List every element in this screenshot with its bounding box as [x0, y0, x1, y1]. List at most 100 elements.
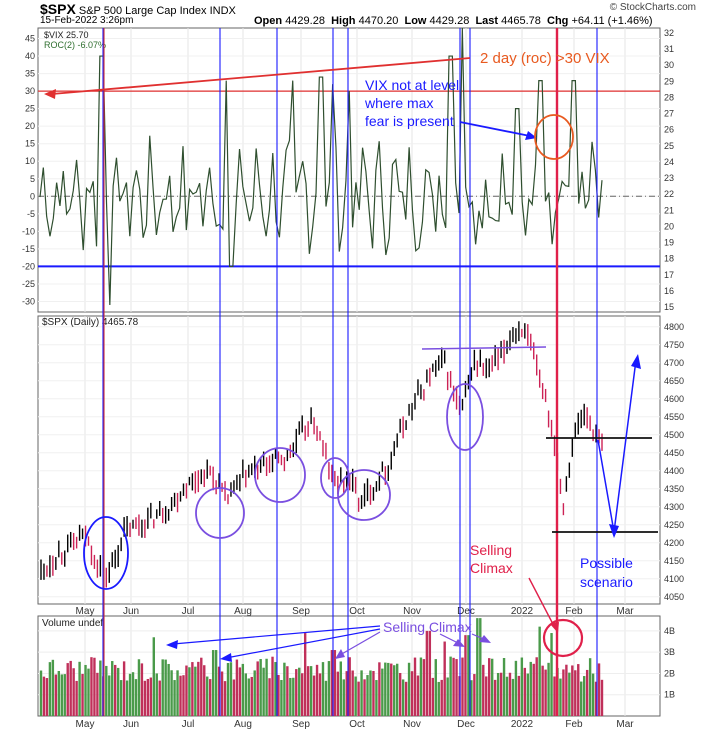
roc-left-tick: -25: [22, 279, 35, 289]
annotation-volume-selling-climax: Selling Climax: [383, 619, 472, 635]
price-legend: $SPX (Daily) 4465.78: [42, 317, 139, 328]
x-tick-label: 2022: [511, 719, 534, 730]
arrow-vol-2: [225, 628, 381, 659]
volume-bar: [366, 675, 369, 716]
roc-right-tick: 27: [664, 109, 674, 119]
scenario-arrowhead-up: [631, 354, 641, 369]
volume-bar: [238, 667, 242, 716]
volume-bar: [508, 672, 512, 716]
roc-right-tick: 15: [664, 302, 674, 312]
price-right-tick: 4100: [664, 574, 684, 584]
volume-bar: [565, 664, 568, 716]
volume-bar: [404, 681, 408, 716]
volume-bar: [170, 670, 173, 716]
volume-bar: [179, 675, 182, 716]
legend-roc: ROC(2) -6.07%: [44, 40, 106, 50]
volume-bar: [490, 658, 494, 716]
arrow-vol-1: [172, 625, 381, 645]
volume-bar: [378, 662, 381, 716]
volume-bar: [105, 665, 108, 716]
volume-bar: [42, 676, 46, 716]
volume-bar: [485, 676, 488, 716]
volume-bar: [431, 677, 435, 716]
price-right-tick: 4700: [664, 358, 684, 368]
arrowhead-vol-2: [220, 653, 232, 662]
volume-bar: [48, 662, 52, 716]
volume-bar: [514, 660, 518, 716]
volume-bar: [57, 671, 61, 716]
volume-bar: [292, 677, 295, 716]
volume-bar: [318, 673, 322, 716]
volume-bar: [280, 679, 283, 716]
volume-bar: [574, 670, 577, 716]
roc-right-tick: 32: [664, 28, 674, 38]
volume-bar: [60, 674, 63, 716]
volume-bar: [114, 664, 117, 716]
roc-right-tick: 22: [664, 189, 674, 199]
volume-bar: [217, 666, 221, 716]
volume-bar: [372, 670, 375, 716]
volume-bar: [455, 659, 458, 716]
volume-bar: [375, 680, 378, 716]
volume-legend: Volume undef: [42, 618, 103, 629]
roc-right-tick: 21: [664, 205, 674, 215]
roc-right-tick: 18: [664, 254, 674, 264]
roc-left-tick: -20: [22, 261, 35, 271]
arrow-vol-3: [339, 631, 381, 656]
volume-bar: [321, 662, 325, 716]
volume-bar: [493, 679, 497, 716]
x-tick-label: Feb: [565, 719, 583, 730]
volume-bar: [194, 666, 197, 716]
volume-bar: [505, 676, 509, 716]
roc-series-line: [39, 27, 603, 306]
price-right-tick: 4250: [664, 520, 684, 530]
volume-bar: [446, 677, 449, 716]
circle-selloff: [446, 383, 484, 451]
volume-bar: [232, 679, 236, 716]
annotation-max: where max: [364, 95, 433, 111]
copyright: © StockCharts.com: [609, 2, 696, 13]
volume-bar: [164, 659, 167, 716]
volume-bar: [247, 678, 250, 716]
volume-bar: [342, 679, 345, 716]
arrowhead-fear: [525, 131, 537, 140]
roc-left-tick: -30: [22, 296, 35, 306]
volume-bar: [407, 662, 411, 716]
volume-bar: [167, 663, 170, 716]
arrowhead-vol-1: [166, 640, 178, 649]
volume-bar: [541, 665, 544, 716]
volume-bar: [122, 661, 126, 716]
annotation-vix-level: VIX not at level: [365, 77, 459, 93]
volume-bar: [256, 661, 259, 716]
arrowhead-roc-30: [44, 89, 56, 99]
volume-bar: [538, 626, 541, 716]
volume-bar: [476, 618, 479, 716]
volume-bar: [149, 677, 153, 716]
roc-right-tick: 19: [664, 238, 674, 248]
price-right-tick: 4400: [664, 466, 684, 476]
x-tick-label: Jul: [182, 606, 195, 617]
roc-left-tick: 30: [25, 86, 35, 96]
volume-bar: [336, 671, 340, 716]
volume-bar: [309, 666, 313, 716]
roc-right-tick: 31: [664, 44, 674, 54]
volume-bar: [390, 663, 393, 716]
volume-bar: [594, 681, 598, 716]
volume-bar: [464, 635, 467, 716]
volume-bar: [226, 662, 230, 716]
volume-bar: [119, 680, 123, 716]
arrowhead-vol-3: [335, 649, 345, 659]
volume-bar: [381, 668, 384, 716]
volume-bar: [99, 660, 102, 716]
volume-bar: [72, 668, 75, 716]
arrow-fear: [459, 121, 531, 137]
x-tick-label: Oct: [349, 719, 365, 730]
line-top: [421, 346, 547, 350]
annotation-vix-30: 2 day (roc) >30 VIX: [480, 50, 610, 67]
x-tick-label: May: [76, 719, 95, 730]
volume-bar: [306, 666, 310, 716]
volume-bar: [66, 663, 69, 716]
volume-bar: [582, 676, 586, 716]
volume-bar: [467, 635, 470, 716]
x-tick-label: Dec: [457, 606, 475, 617]
